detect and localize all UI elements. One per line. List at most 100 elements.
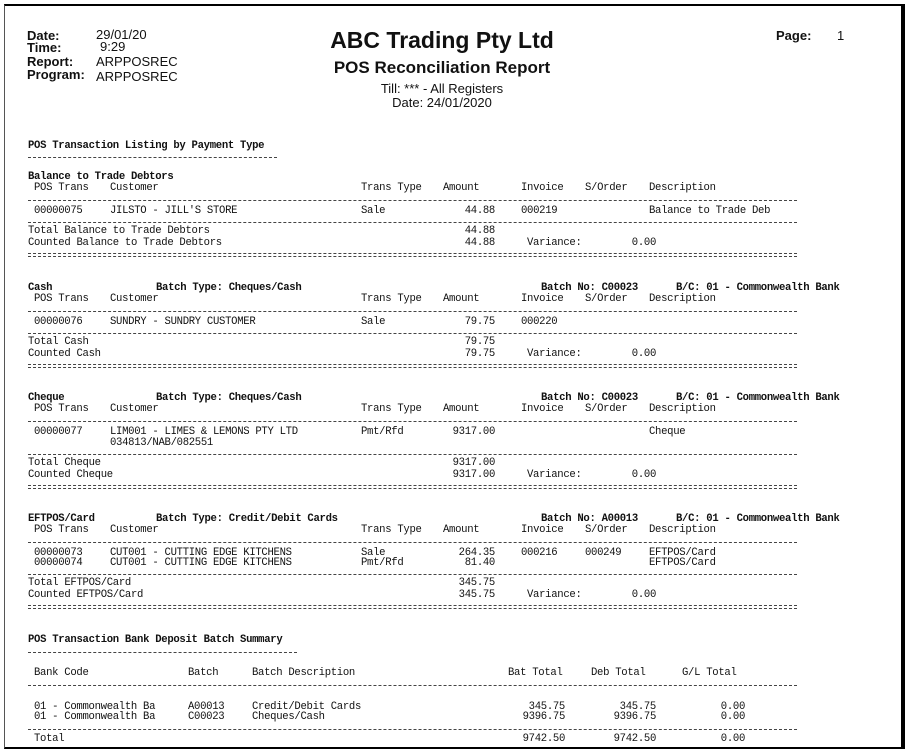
variance-label: Variance: [527, 469, 582, 481]
report-label: Report: [27, 54, 74, 69]
bank-code: B/C: 01 - Commonwealth Bank [676, 392, 840, 404]
divider [28, 652, 297, 653]
report-value: ARPPOSREC [96, 54, 178, 69]
divider [28, 421, 797, 422]
col-pos-trans: POS Trans [34, 403, 89, 415]
row-amount: 264.35 [458, 547, 496, 559]
report-date: Date: 24/01/2020 [392, 95, 492, 110]
batch-type: Batch Type: Cheques/Cash [156, 282, 302, 294]
summary-row-deb-total: 345.75 [619, 701, 657, 713]
summary-row-gl-total: 0.00 [720, 711, 746, 723]
summary-col-batch: Batch [188, 667, 219, 679]
counted-label: Counted Balance to Trade Debtors [28, 237, 222, 249]
col-invoice: Invoice [521, 524, 564, 536]
row-amount: 9317.00 [452, 426, 496, 438]
summary-total-bat: 9742.50 [522, 733, 566, 745]
counted-amount: 79.75 [464, 348, 496, 360]
till-label: Till: *** - All Registers [380, 81, 504, 96]
counted-amount: 44.88 [464, 237, 496, 249]
row-description: Balance to Trade Deb [649, 205, 771, 217]
total-label: Total Cheque [28, 457, 101, 469]
col-trans-type: Trans Type [361, 182, 422, 194]
row-pos-trans: 00000077 [34, 426, 83, 438]
col-pos-trans: POS Trans [34, 293, 89, 305]
date-value: 29/01/20 [96, 27, 147, 42]
section-title: EFTPOS/Card [28, 513, 95, 525]
row-description: EFTPOS/Card [649, 547, 716, 559]
row-customer: LIM001 - LIMES & LEMONS PTY LTD [110, 426, 298, 438]
summary-row-deb-total: 9396.75 [613, 711, 657, 723]
col-customer: Customer [110, 293, 159, 305]
row-trans-type: Sale [361, 547, 386, 559]
total-label: Total Cash [28, 336, 89, 348]
row-invoice: 000220 [521, 316, 558, 328]
summary-col-bank-code: Bank Code [34, 667, 89, 679]
total-amount: 44.88 [464, 225, 496, 237]
summary-row-gl-total: 0.00 [720, 701, 746, 713]
col-description: Description [649, 524, 716, 536]
date-label: Date: [27, 28, 60, 43]
time-value: 9:29 [100, 39, 126, 54]
page-label: Page: [776, 28, 812, 43]
col-trans-type: Trans Type [361, 524, 422, 536]
summary-row-bat-total: 345.75 [528, 701, 566, 713]
col-pos-trans: POS Trans [34, 524, 89, 536]
row-sorder: 000249 [585, 547, 622, 559]
batch-type: Batch Type: Cheques/Cash [156, 392, 302, 404]
bank-code: B/C: 01 - Commonwealth Bank [676, 282, 840, 294]
row-pos-trans: 00000073 [34, 547, 83, 559]
report-title: POS Reconciliation Report [333, 58, 551, 77]
col-customer: Customer [110, 524, 159, 536]
row-customer: CUT001 - CUTTING EDGE KITCHENS [110, 557, 292, 569]
counted-amount: 345.75 [458, 589, 496, 601]
batch-type: Batch Type: Credit/Debit Cards [156, 513, 338, 525]
program-value: ARPPOSREC [96, 69, 178, 84]
variance-value: 0.00 [631, 348, 657, 360]
col-sorder: S/Order [585, 182, 628, 194]
divider [28, 222, 797, 223]
counted-amount: 9317.00 [452, 469, 496, 481]
divider [28, 157, 277, 158]
col-customer: Customer [110, 403, 159, 415]
total-label: Total Balance to Trade Debtors [28, 225, 210, 237]
total-amount: 345.75 [458, 577, 496, 589]
summary-row-bank-code: 01 - Commonwealth Ba [34, 711, 156, 723]
batch-no: Batch No: A00013 [541, 513, 638, 525]
summary-title: POS Transaction Bank Deposit Batch Summa… [28, 634, 283, 646]
row-amount: 81.40 [464, 557, 496, 569]
col-customer: Customer [110, 182, 159, 194]
variance-value: 0.00 [631, 589, 657, 601]
col-sorder: S/Order [585, 403, 628, 415]
col-sorder: S/Order [585, 524, 628, 536]
col-amount: Amount [443, 403, 480, 415]
variance-label: Variance: [527, 237, 582, 249]
summary-row-batch-desc: Credit/Debit Cards [252, 701, 362, 713]
row-description: Cheque [649, 426, 686, 438]
row-trans-type: Pmt/Rfd [361, 426, 404, 438]
batch-no: Batch No: C00023 [541, 392, 638, 404]
row-customer-ref: 034813/NAB/082551 [110, 437, 213, 449]
time-label: Time: [27, 40, 62, 55]
page-number: 1 [837, 28, 845, 43]
row-amount: 44.88 [464, 205, 496, 217]
summary-col-deb-total: Deb Total [591, 667, 646, 679]
total-label: Total EFTPOS/Card [28, 577, 131, 589]
company-name: ABC Trading Pty Ltd [330, 27, 554, 53]
variance-label: Variance: [527, 589, 582, 601]
variance-value: 0.00 [631, 469, 657, 481]
divider [28, 542, 797, 543]
row-invoice: 000216 [521, 547, 558, 559]
section-title: Cash [28, 282, 53, 294]
summary-col-batch-desc: Batch Description [252, 667, 355, 679]
col-description: Description [649, 293, 716, 305]
row-pos-trans: 00000075 [34, 205, 83, 217]
summary-row-bank-code: 01 - Commonwealth Ba [34, 701, 156, 713]
summary-total-deb: 9742.50 [613, 733, 657, 745]
col-invoice: Invoice [521, 403, 564, 415]
row-invoice: 000219 [521, 205, 558, 217]
divider [28, 685, 797, 686]
summary-col-bat-total: Bat Total [508, 667, 563, 679]
summary-col-gl-total: G/L Total [682, 667, 737, 679]
row-customer: CUT001 - CUTTING EDGE KITCHENS [110, 547, 292, 559]
summary-row-batch: C00023 [188, 711, 225, 723]
